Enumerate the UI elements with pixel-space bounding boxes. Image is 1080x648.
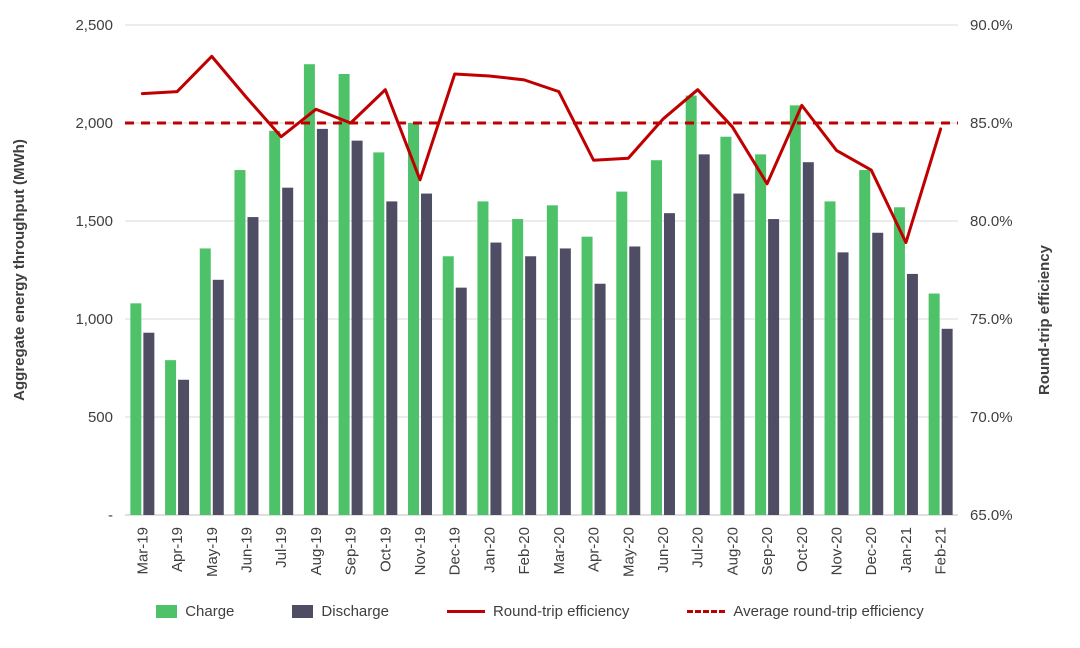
legend: Charge Discharge Round-trip efficiency A… [0,603,1080,620]
svg-text:2,500: 2,500 [75,17,113,34]
svg-text:May-20: May-20 [620,527,637,577]
svg-text:Sep-20: Sep-20 [759,527,776,575]
svg-text:Jan-20: Jan-20 [481,527,498,573]
svg-text:Oct-20: Oct-20 [794,527,811,572]
svg-text:Feb-20: Feb-20 [516,527,533,575]
legend-item-charge: Charge [156,603,234,620]
charge-swatch [156,605,178,618]
discharge-swatch [292,605,314,618]
svg-text:Sep-19: Sep-19 [343,527,360,575]
legend-item-discharge: Discharge [292,603,389,620]
legend-label-discharge: Discharge [321,603,389,620]
svg-text:85.0%: 85.0% [970,115,1013,132]
legend-label-efficiency: Round-trip efficiency [492,603,630,620]
svg-text:Apr-19: Apr-19 [169,527,186,572]
plot-area: Mar-19 Apr-19 May-19 Jun-19 Jul-19 Aug-19 Sep-… [75,17,1013,577]
svg-text:Mar-20: Mar-20 [551,527,568,575]
legend-item-average-efficiency: Average round-trip efficiency [687,603,924,620]
svg-text:2,000: 2,000 [75,115,113,132]
svg-text:Jul-20: Jul-20 [690,527,707,568]
svg-text:Dec-20: Dec-20 [863,527,880,575]
svg-text:Dec-19: Dec-19 [447,527,464,575]
svg-text:-: - [108,507,113,524]
svg-text:Aug-19: Aug-19 [308,527,325,575]
svg-text:Nov-20: Nov-20 [829,527,846,575]
svg-text:May-19: May-19 [204,527,221,577]
svg-text:90.0%: 90.0% [970,17,1013,34]
svg-text:Nov-19: Nov-19 [412,527,429,575]
svg-text:Mar-19: Mar-19 [134,527,151,575]
svg-text:Jun-19: Jun-19 [238,527,255,573]
svg-text:500: 500 [88,409,113,426]
legend-item-efficiency: Round-trip efficiency [446,603,630,620]
svg-text:75.0%: 75.0% [970,311,1013,328]
svg-text:Feb-21: Feb-21 [933,527,950,575]
svg-text:Jan-21: Jan-21 [898,527,915,573]
svg-text:1,000: 1,000 [75,311,113,328]
legend-label-charge: Charge [185,603,235,620]
svg-text:70.0%: 70.0% [970,409,1013,426]
svg-text:65.0%: 65.0% [970,507,1013,524]
svg-text:Aug-20: Aug-20 [724,527,741,575]
average-efficiency-dash-swatch [687,610,726,613]
svg-text:80.0%: 80.0% [970,213,1013,230]
svg-text:Oct-19: Oct-19 [377,527,394,572]
svg-text:1,500: 1,500 [75,213,113,230]
efficiency-line-swatch [446,610,485,613]
legend-label-average-efficiency: Average round-trip efficiency [733,603,924,620]
svg-text:Jun-20: Jun-20 [655,527,672,573]
svg-text:Jul-19: Jul-19 [273,527,290,568]
svg-text:Apr-20: Apr-20 [586,527,603,572]
